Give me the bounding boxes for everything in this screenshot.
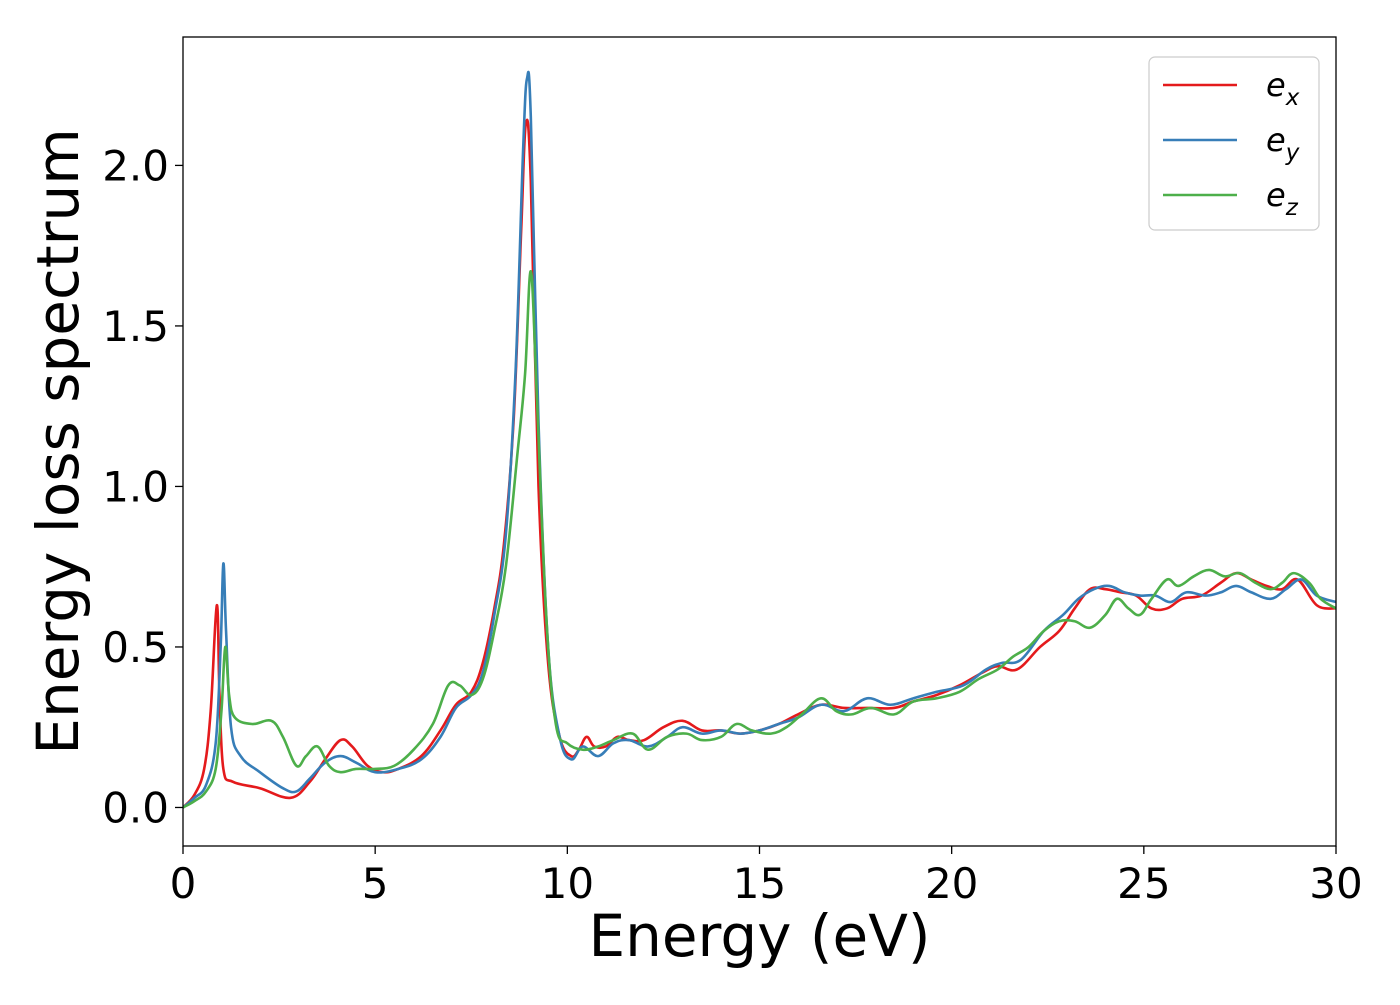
legend-label-subscript: z	[1285, 195, 1299, 221]
y-tick-label: 1.5	[102, 302, 169, 351]
x-axis-title: Energy (eV)	[588, 902, 930, 970]
legend-box	[1148, 56, 1320, 231]
x-tick-label: 20	[925, 859, 978, 908]
x-tick-label: 15	[733, 859, 786, 908]
series-line-e-z	[183, 270, 1336, 809]
legend-label-subscript: y	[1285, 140, 1300, 166]
y-tick-label: 0.5	[102, 623, 169, 672]
x-tick-label: 25	[1117, 859, 1170, 908]
legend-label-base: e	[1266, 66, 1286, 104]
series-line-e-y	[183, 70, 1336, 809]
legend-label-e-y: ey	[1266, 121, 1300, 166]
legend-label-e-z: ez	[1266, 176, 1299, 221]
series-layer	[183, 70, 1336, 809]
legend-label-base: e	[1266, 176, 1286, 214]
x-tick-label: 5	[362, 859, 389, 908]
x-tick-label: 0	[170, 859, 197, 908]
y-axis: 0.0 0.5 1.0 1.5 2.0	[102, 141, 183, 832]
legend-label-subscript: x	[1285, 85, 1300, 111]
legend-label-e-x: ex	[1266, 66, 1300, 111]
y-axis-title: Energy loss spectrum	[24, 128, 92, 754]
y-tick-label: 1.0	[102, 462, 169, 511]
x-tick-label: 10	[541, 859, 594, 908]
y-tick-label: 2.0	[102, 141, 169, 190]
y-tick-label: 0.0	[102, 783, 169, 832]
legend-label-base: e	[1266, 121, 1286, 159]
x-axis: 0 5 10 15 20 25 30	[170, 846, 1363, 908]
x-tick-label: 30	[1309, 859, 1362, 908]
